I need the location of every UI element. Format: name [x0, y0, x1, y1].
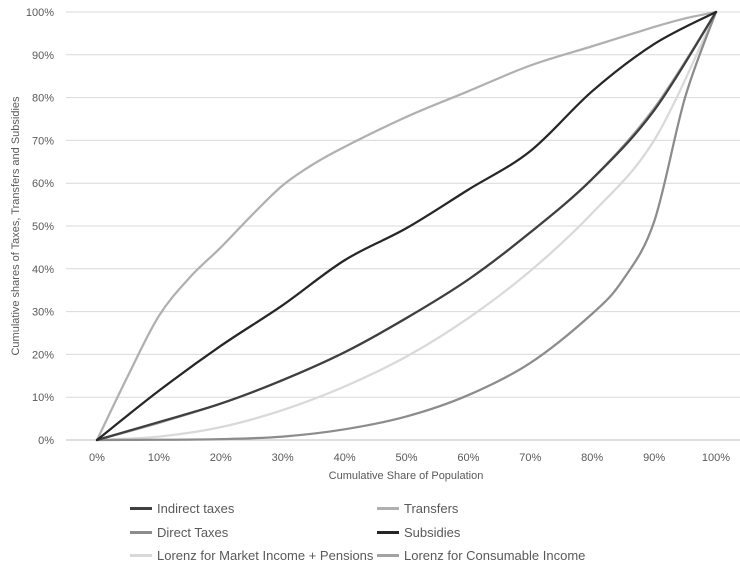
x-tick-label: 90%: [643, 452, 665, 464]
y-tick-label: 20%: [32, 349, 54, 361]
series-line-subsidies: [95, 10, 718, 442]
x-tick-label: 60%: [457, 452, 479, 464]
series-lines: [95, 10, 718, 442]
y-tick-label: 50%: [32, 221, 54, 233]
legend-item-indirect-taxes: Indirect taxes: [130, 499, 234, 517]
legend-label-indirect-taxes: Indirect taxes: [157, 500, 235, 516]
y-tick-label: 100%: [26, 7, 54, 19]
legend-label-subsidies: Subsidies: [404, 524, 461, 540]
series-line-direct-taxes: [95, 10, 718, 442]
legend-swatch-direct-taxes: [130, 530, 152, 534]
legend-label-transfers: Transfers: [404, 500, 459, 516]
x-tick-label: 70%: [519, 452, 541, 464]
x-tick-label: 80%: [581, 452, 603, 464]
x-tick-label: 100%: [702, 452, 730, 464]
legend-item-lorenz-consumable-income: Lorenz for Consumable Income: [377, 546, 585, 564]
legend-item-direct-taxes: Direct Taxes: [130, 523, 228, 541]
x-tick-label: 30%: [272, 452, 294, 464]
series-line-lorenz-for-market-income-pensions: [95, 10, 718, 442]
line-chart: 0% 10% 20% 30% 40% 50% 60% 70% 80% 90% 100% 0% 10% 2…: [10, 7, 740, 482]
series-line-transfers: [95, 10, 718, 442]
y-tick-label: 80%: [32, 93, 54, 105]
y-tick-label: 90%: [32, 50, 54, 62]
y-axis-tick-labels: 0% 10% 20% 30% 40% 50% 60% 70% 80% 90% 100%: [26, 7, 54, 447]
x-axis-tick-labels: 0% 10% 20% 30% 40% 50% 60% 70% 80% 90% 100%: [89, 452, 730, 464]
gridlines: [66, 11, 740, 398]
x-tick-label: 20%: [210, 452, 232, 464]
y-tick-label: 0%: [38, 435, 54, 447]
legend-label-lorenz-consumable-income: Lorenz for Consumable Income: [404, 547, 586, 563]
y-tick-label: 70%: [32, 135, 54, 147]
x-tick-label: 10%: [148, 452, 170, 464]
legend-label-direct-taxes: Direct Taxes: [157, 524, 229, 540]
y-tick-label: 10%: [32, 392, 54, 404]
y-tick-label: 40%: [32, 264, 54, 276]
legend-item-subsidies: Subsidies: [377, 523, 460, 541]
legend-swatch-lorenz-consumable-income: [377, 553, 399, 557]
x-tick-label: 0%: [89, 452, 105, 464]
x-tick-label: 40%: [334, 452, 356, 464]
series-line-indirect-taxes: [95, 10, 718, 442]
legend-swatch-indirect-taxes: [130, 506, 152, 510]
x-tick-label: 50%: [395, 452, 417, 464]
x-axis-title: Cumulative Share of Population: [329, 470, 484, 482]
legend-item-transfers: Transfers: [377, 499, 458, 517]
y-tick-label: 30%: [32, 307, 54, 319]
legend-item-lorenz-market-income-pensions: Lorenz for Market Income + Pensions: [130, 546, 373, 564]
y-tick-label: 60%: [32, 178, 54, 190]
chart-legend: Indirect taxes Transfers Direct Taxes Su…: [130, 497, 730, 567]
legend-swatch-lorenz-market-income-pensions: [130, 553, 152, 557]
legend-label-lorenz-market-income-pensions: Lorenz for Market Income + Pensions: [157, 547, 374, 563]
y-axis-title: Cumulative shares of Taxes, Transfers an…: [10, 96, 22, 356]
legend-swatch-transfers: [377, 506, 399, 510]
legend-swatch-subsidies: [377, 530, 399, 534]
